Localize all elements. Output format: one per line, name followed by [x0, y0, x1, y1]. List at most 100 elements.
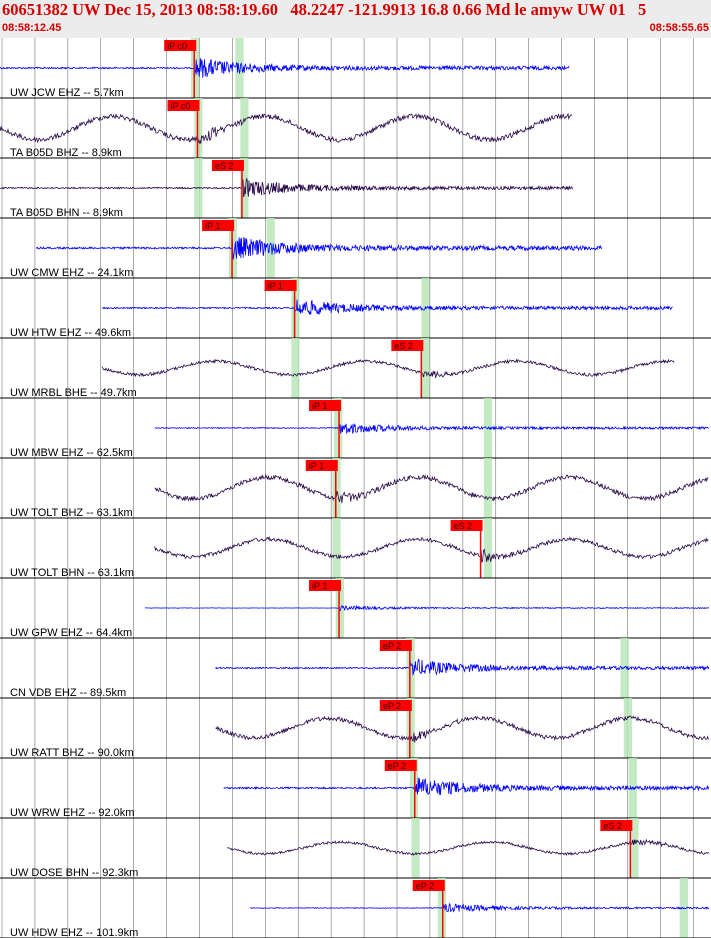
- pick-label-box[interactable]: [264, 280, 297, 291]
- pick-label: iP 1: [268, 281, 283, 291]
- trace-panel: eS 2 TA B05D BHN -- 8.9km: [0, 158, 711, 219]
- station-label: UW TOLT BHN -- 63.1km: [10, 567, 134, 579]
- waveform-line: [227, 838, 710, 857]
- station-label: CN VDB EHZ -- 89.5km: [10, 687, 126, 699]
- pick-label: eS 2: [215, 161, 234, 171]
- phase-window: [483, 458, 493, 518]
- phase-window: [406, 638, 415, 698]
- station-label: TA B05D BHN -- 8.9km: [10, 207, 123, 219]
- pick-label: iP 1: [309, 461, 324, 471]
- phase-window: [240, 98, 249, 158]
- waveform-line: [0, 177, 573, 198]
- pick-label: iP 1: [312, 581, 327, 591]
- station-label: TA B05D BHZ -- 8.9km: [10, 147, 122, 159]
- trace-panel: iP c0 TA B05D BHZ -- 8.9km: [0, 98, 711, 159]
- trace-panel: eS 2 UW MRBL BHE -- 49.7km: [0, 338, 711, 399]
- phase-window: [630, 818, 639, 878]
- pick-label-box[interactable]: [202, 220, 235, 231]
- phase-window: [406, 698, 415, 758]
- pick-label-box[interactable]: [309, 400, 342, 411]
- event-title: 60651382 UW Dec 15, 2013 08:58:19.60 48.…: [2, 0, 647, 19]
- trace-panel: eS 2 UW DOSE BHN -- 92.3km: [0, 818, 711, 879]
- pick-label: iP 1: [312, 401, 327, 411]
- phase-window: [332, 518, 341, 578]
- header-bar: 60651382 UW Dec 15, 2013 08:58:19.60 48.…: [0, 0, 711, 38]
- pick-label: iP 1: [205, 221, 220, 231]
- trace-panel: eP 2 UW HDW EHZ -- 101.9km: [0, 878, 711, 938]
- waveform-line: [101, 299, 673, 315]
- waveform-line: [0, 58, 570, 80]
- phase-window: [291, 338, 300, 398]
- trace-panel: eS 2 UW TOLT BHN -- 63.1km: [0, 518, 711, 579]
- pick-label: iP c0: [171, 101, 191, 111]
- trace-panel: iP 1 UW GPW EHZ -- 64.4km: [0, 578, 711, 639]
- waveform-line: [35, 237, 603, 260]
- pick-label: iP c0: [167, 41, 187, 51]
- waveform-line: [154, 423, 709, 435]
- pick-label-box[interactable]: [167, 100, 200, 111]
- waveform-line: [144, 604, 710, 612]
- phase-window: [679, 878, 688, 938]
- waveform-line: [250, 902, 709, 913]
- waveform-line: [154, 473, 709, 504]
- pick-label-box[interactable]: [379, 700, 412, 711]
- trace-panel: iP 1 UW CMW EHZ -- 24.1km: [0, 218, 711, 279]
- waveform-line: [101, 358, 675, 379]
- trace-panels: iP c0 UW JCW EHZ -- 5.7km iP c0 TA B05D BHZ…: [0, 38, 711, 938]
- phase-window: [411, 818, 420, 878]
- pick-label-box[interactable]: [164, 40, 197, 51]
- station-label: UW DOSE BHN -- 92.3km: [10, 867, 138, 879]
- phase-window: [483, 518, 493, 578]
- end-time-label: 08:58:55.65: [649, 22, 709, 34]
- phase-window: [623, 698, 632, 758]
- pick-label: eS 2: [454, 521, 473, 531]
- phase-window: [194, 98, 203, 158]
- station-label: UW RATT BHZ -- 90.0km: [10, 747, 134, 759]
- pick-label-box[interactable]: [600, 820, 633, 831]
- phase-window: [190, 38, 200, 98]
- pick-label-box[interactable]: [305, 460, 338, 471]
- waveform-line: [223, 777, 709, 796]
- pick-label-box[interactable]: [450, 520, 483, 531]
- phase-window: [332, 458, 341, 518]
- station-label: UW HTW EHZ -- 49.6km: [10, 327, 131, 339]
- pick-label-box[interactable]: [309, 580, 342, 591]
- phase-window: [291, 278, 300, 338]
- station-label: UW GPW EHZ -- 64.4km: [10, 627, 132, 639]
- phase-window: [335, 578, 344, 638]
- pick-label: eS 2: [603, 821, 622, 831]
- trace-panel: iP 1 UW MBW EHZ -- 62.5km: [0, 398, 711, 459]
- trace-panel: iP c0 UW JCW EHZ -- 5.7km: [0, 38, 711, 99]
- phase-window: [421, 338, 430, 398]
- pick-label-box[interactable]: [412, 880, 445, 891]
- trace-panel: eP 2 UW RATT BHZ -- 90.0km: [0, 698, 711, 759]
- phase-window: [266, 218, 275, 278]
- pick-label: eP 2: [388, 761, 406, 771]
- pick-label-box[interactable]: [391, 340, 424, 351]
- station-label: UW HDW EHZ -- 101.9km: [10, 927, 138, 938]
- station-label: UW MBW EHZ -- 62.5km: [10, 447, 133, 459]
- trace-panel: iP 1 UW TOLT BHZ -- 63.1km: [0, 458, 711, 519]
- station-label: UW CMW EHZ -- 24.1km: [10, 267, 133, 279]
- station-label: UW WRW EHZ -- 92.0km: [10, 807, 134, 819]
- trace-panel: iP 1 UW HTW EHZ -- 49.6km: [0, 278, 711, 339]
- station-label: UW TOLT BHZ -- 63.1km: [10, 507, 133, 519]
- pick-label: eP 2: [383, 701, 401, 711]
- start-time-label: 08:58:12.45: [2, 22, 62, 34]
- station-label: UW MRBL BHE -- 49.7km: [10, 387, 137, 399]
- pick-label-box[interactable]: [379, 640, 412, 651]
- waveform-line: [154, 536, 709, 563]
- pick-label: eP 2: [383, 641, 401, 651]
- trace-panel: eP 2 UW WRW EHZ -- 92.0km: [0, 758, 711, 819]
- phase-window: [235, 38, 244, 98]
- seismogram-plot: iP c0 UW JCW EHZ -- 5.7km iP c0 TA B05D BHZ…: [0, 38, 711, 938]
- pick-label-box[interactable]: [384, 760, 417, 771]
- time-grid: [1, 38, 694, 938]
- pick-label-box[interactable]: [211, 160, 244, 171]
- waveform-line: [0, 112, 573, 145]
- waveform-line: [215, 658, 710, 676]
- pick-label: eS 2: [394, 341, 413, 351]
- trace-panel: eP 2 CN VDB EHZ -- 89.5km: [0, 638, 711, 699]
- waveform-line: [215, 715, 709, 743]
- station-label: UW JCW EHZ -- 5.7km: [10, 87, 124, 99]
